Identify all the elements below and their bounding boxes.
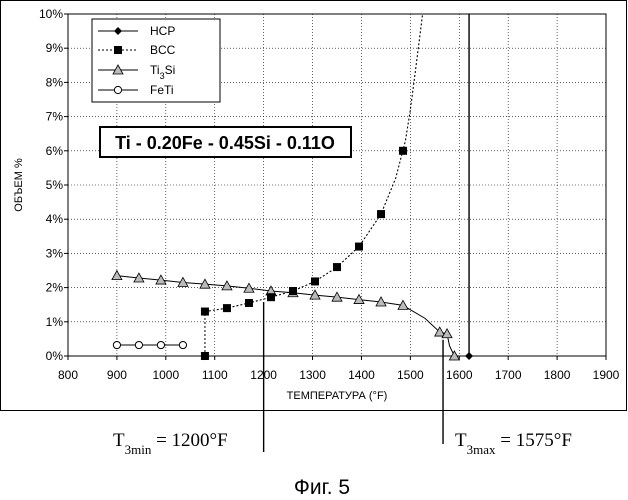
x-tick-label: 1700: [495, 368, 522, 382]
alloy-title: Ti - 0.20Fe - 0.45Si - 0.11O: [100, 127, 351, 157]
bcc-point: [399, 147, 407, 155]
x-tick-label: 1400: [348, 368, 375, 382]
bcc-point: [201, 352, 209, 360]
legend-label: FeTi: [150, 83, 174, 97]
y-tick-label: 7%: [46, 110, 64, 124]
legend-label: BCC: [150, 43, 176, 57]
feti-point: [157, 341, 164, 348]
x-tick-label: 1300: [299, 368, 326, 382]
feti-point: [135, 341, 142, 348]
y-tick-label: 3%: [46, 246, 64, 260]
x-tick-label: 1800: [544, 368, 571, 382]
bcc-point: [377, 210, 385, 218]
y-tick-label: 8%: [46, 75, 64, 89]
bcc-point: [333, 263, 341, 271]
x-tick-label: 1600: [446, 368, 473, 382]
x-tick-label: 1500: [397, 368, 424, 382]
annotation-label-tmax: T3max = 1575°F: [455, 430, 572, 457]
y-tick-label: 10%: [39, 7, 63, 21]
y-tick-label: 6%: [46, 144, 64, 158]
legend-marker-square: [114, 46, 122, 54]
x-tick-label: 800: [58, 368, 78, 382]
y-tick-label: 9%: [46, 41, 64, 55]
y-tick-label: 5%: [46, 178, 64, 192]
feti-point: [113, 341, 120, 348]
y-tick-label: 0%: [46, 349, 64, 363]
x-tick-label: 900: [107, 368, 127, 382]
x-tick-label: 1100: [202, 368, 228, 382]
y-axis-label: ОБЪЕМ %: [13, 158, 25, 212]
bcc-point: [201, 308, 209, 316]
bcc-point: [311, 277, 319, 285]
x-tick-label: 1900: [593, 368, 620, 382]
y-tick-label: 2%: [46, 281, 64, 295]
alloy-title-text: Ti - 0.20Fe - 0.45Si - 0.11O: [115, 133, 335, 153]
y-tick-label: 1%: [46, 315, 64, 329]
bcc-point: [289, 287, 297, 295]
legend-marker-circle: [114, 86, 121, 93]
bcc-point: [267, 293, 275, 301]
bcc-point: [355, 243, 363, 251]
feti-point: [179, 341, 186, 348]
legend: HCPBCCTi3SiFeTi: [92, 19, 220, 102]
legend-label: HCP: [150, 24, 175, 38]
bcc-point: [245, 299, 253, 307]
x-axis-label: ТЕМПЕРАТУРА (°F): [287, 390, 388, 402]
bcc-point: [223, 304, 231, 312]
y-tick-label: 4%: [46, 212, 64, 226]
annotation-label-tmin: T3min = 1200°F: [113, 430, 228, 457]
x-tick-label: 1000: [152, 368, 179, 382]
figure-caption: Фиг. 5: [294, 476, 350, 499]
